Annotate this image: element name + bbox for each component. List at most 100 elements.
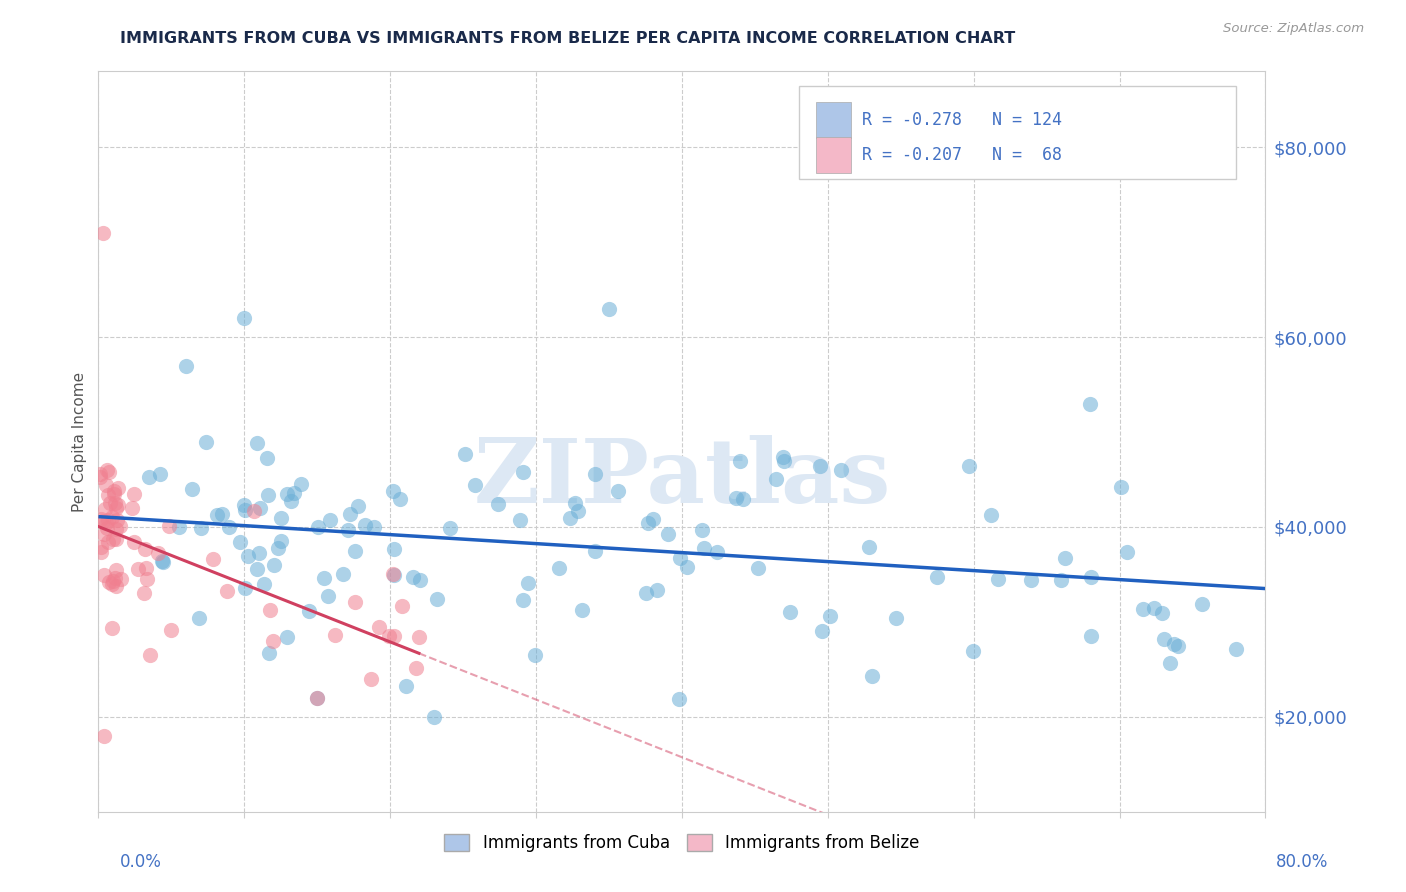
Point [253,577,276,591]
Point [107,498,129,512]
Point [733,491,755,506]
Point [96,516,118,530]
Point [90,545,112,559]
Point [159,623,181,637]
Point [509,512,531,526]
Point [139,648,162,662]
Legend: Immigrants from Cuba, Immigrants from Belize: Immigrants from Cuba, Immigrants from Be… [437,828,927,859]
Point [558,511,581,525]
Point [1115,544,1137,558]
Point [263,558,285,572]
Point [205,508,228,523]
Point [232,498,254,512]
Point [426,592,449,607]
Point [98,575,121,590]
Point [91,514,114,528]
Point [93,729,115,743]
Point [249,500,271,515]
Point [202,552,225,566]
Point [307,519,329,533]
Point [862,669,884,683]
Point [298,604,321,618]
Point [167,520,190,534]
FancyBboxPatch shape [799,87,1236,178]
Point [181,482,204,496]
Point [256,451,278,466]
Point [405,661,427,675]
Point [97,513,120,527]
Point [394,679,416,693]
Point [765,472,787,486]
Point [382,567,405,582]
Point [138,469,160,483]
Point [148,546,170,560]
Point [235,582,257,596]
Point [382,542,405,557]
Point [98,496,121,510]
Point [957,458,980,473]
Point [332,567,354,582]
Point [1080,396,1102,410]
Point [512,592,534,607]
Point [772,450,794,465]
Point [101,621,124,635]
Point [747,561,769,575]
Point [307,690,329,705]
Point [280,494,302,508]
Point [1167,639,1189,653]
Point [1159,656,1181,670]
Point [259,603,281,617]
Point [217,584,239,599]
Point [283,486,305,500]
Point [779,605,801,619]
Point [104,522,127,536]
Point [808,459,831,474]
Point [811,624,834,638]
Point [270,511,292,525]
Point [236,549,259,564]
Point [259,646,281,660]
Point [523,648,546,662]
Point [1054,550,1077,565]
Point [693,541,716,555]
Point [354,517,377,532]
Point [188,611,211,625]
Point [1080,569,1102,583]
Point [706,545,728,559]
Point [100,509,122,524]
Point [343,595,366,609]
Point [725,491,748,506]
Point [103,486,125,500]
Point [270,533,292,548]
Point [104,496,127,510]
Point [104,500,127,515]
Point [262,633,284,648]
Point [314,571,336,585]
Point [598,301,620,316]
Point [641,512,664,526]
Point [669,551,692,566]
Point [1080,629,1102,643]
Point [409,573,432,587]
Point [97,535,120,549]
Point [105,513,128,527]
Point [773,453,796,467]
Point [728,453,751,467]
Point [1143,601,1166,615]
Point [391,599,413,614]
Point [134,542,156,557]
Point [408,630,430,644]
Point [218,520,240,534]
Point [195,434,218,449]
Point [124,535,146,549]
Point [402,569,425,583]
Point [233,502,256,516]
Point [439,521,461,535]
Point [637,516,659,531]
Point [1109,480,1132,494]
Point [150,554,173,568]
Point [884,611,907,625]
Point [517,575,540,590]
Point [858,540,880,554]
Point [564,496,586,510]
